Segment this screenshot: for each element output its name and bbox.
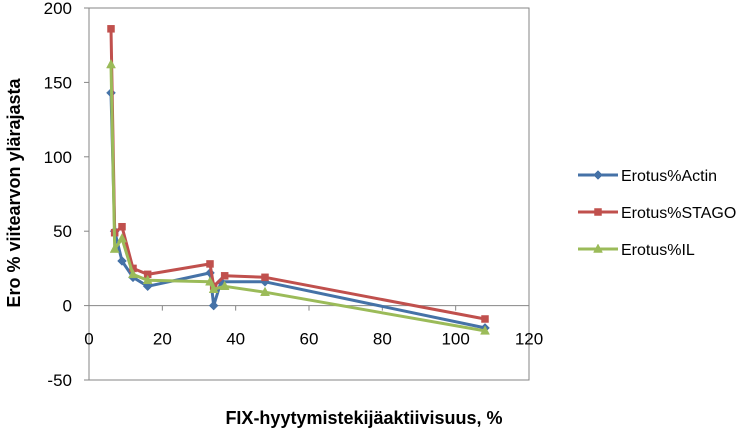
y-tick-label: 0: [63, 297, 72, 316]
y-tick-label: -50: [47, 371, 72, 390]
data-point-erotus-il: [260, 286, 270, 296]
legend-marker-erotus-actin: [593, 170, 603, 180]
data-point-erotus-il: [106, 59, 116, 69]
y-tick-label: 50: [53, 222, 72, 241]
data-point-erotus-stago: [206, 260, 214, 268]
x-tick-label: 40: [226, 330, 245, 349]
data-point-erotus-actin: [117, 256, 127, 266]
x-axis-title: FIX-hyytymistekijäaktiivisuus, %: [225, 408, 502, 428]
data-point-erotus-il: [219, 280, 230, 291]
series-line-erotus-il: [109, 63, 487, 333]
data-point-erotus-stago: [481, 315, 489, 323]
data-point-erotus-stago: [220, 272, 229, 280]
data-point-erotus-il: [205, 276, 215, 286]
x-tick-label: 100: [441, 330, 469, 349]
x-tick-label: 120: [515, 330, 543, 349]
series-line-erotus-stago: [109, 27, 487, 321]
data-point-erotus-il: [128, 268, 138, 279]
legend-label-erotus-actin: Erotus%Actin: [621, 168, 717, 185]
data-point-erotus-stago: [261, 273, 269, 282]
data-point-erotus-il: [117, 233, 127, 243]
y-tick-label: 100: [44, 148, 72, 167]
legend-label-erotus-stago: Erotus%STAGO: [621, 205, 736, 222]
data-point-erotus-stago: [107, 25, 115, 33]
data-point-erotus-stago: [118, 222, 126, 231]
data-point-erotus-actin: [208, 300, 219, 311]
x-tick-label: 60: [300, 330, 319, 349]
data-point-erotus-il: [109, 243, 120, 253]
y-axis-title: Ero % viitearvon ylärajasta: [4, 77, 24, 307]
x-tick-label: 20: [153, 330, 172, 349]
y-tick-label: 150: [44, 73, 72, 92]
legend-marker-erotus-stago: [594, 208, 602, 216]
x-tick-label: 0: [84, 330, 93, 349]
legend-marker-erotus-il: [593, 243, 603, 253]
series-line-erotus-actin: [109, 91, 487, 330]
legend-label-erotus-il: Erotus%IL: [621, 242, 695, 259]
data-point-erotus-il: [142, 274, 153, 285]
data-point-erotus-il: [480, 325, 490, 335]
x-tick-label: 80: [373, 330, 392, 349]
y-tick-label: 200: [44, 0, 72, 18]
data-point-erotus-il: [208, 283, 219, 293]
